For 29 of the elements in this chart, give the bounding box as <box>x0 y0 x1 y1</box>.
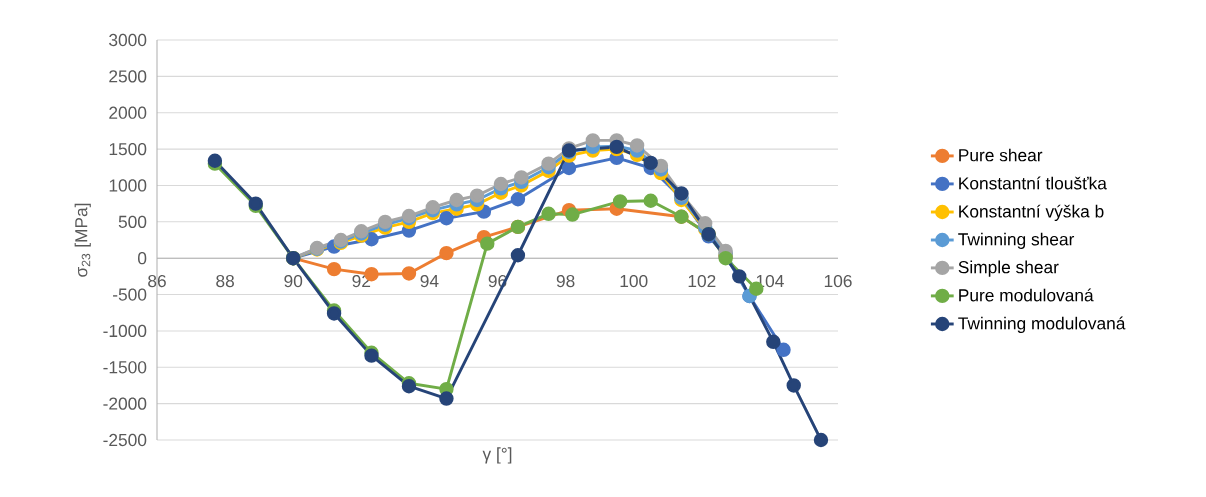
x-tick-label: 90 <box>284 274 303 288</box>
y-tick-label: -500 <box>113 288 147 301</box>
y-tick-label: -2000 <box>103 397 147 410</box>
y-tick-label: 1000 <box>109 179 147 192</box>
y-axis-title: σ$_{23}$ [MPa] <box>74 203 91 277</box>
legend-label: Konstantní výška b <box>959 204 1104 221</box>
x-axis-title: γ [°] <box>482 447 512 464</box>
x-tick-label: 94 <box>420 274 439 288</box>
y-tick-label: 0 <box>137 252 147 265</box>
legend-label: Pure modulovaná <box>959 288 1094 302</box>
legend-label: Twinning modulovaná <box>958 316 1126 333</box>
x-tick-label: 100 <box>620 274 648 288</box>
x-tick-label: 106 <box>824 274 852 288</box>
legend-label: Pure shear <box>959 148 1043 162</box>
y-tick-label: 2000 <box>109 106 147 119</box>
y-tick-label: 500 <box>118 215 147 228</box>
x-tick-label: 98 <box>556 274 575 288</box>
y-tick-label: 3000 <box>109 33 147 47</box>
y-tick-label: 1500 <box>109 142 147 156</box>
x-tick-label: 88 <box>216 274 234 288</box>
y-tick-label: -1000 <box>103 324 147 338</box>
y-tick-label: -1500 <box>103 361 147 374</box>
legend-label: Konstantní tloušťka <box>959 176 1107 190</box>
y-tick-label: -2500 <box>103 433 147 447</box>
y-tick-label: 2500 <box>109 70 147 83</box>
legend-label: Simple shear <box>958 260 1059 277</box>
legend-label: Twinning shear <box>958 232 1075 249</box>
x-tick-label: 102 <box>688 274 716 288</box>
x-tick-label: 86 <box>148 274 166 288</box>
